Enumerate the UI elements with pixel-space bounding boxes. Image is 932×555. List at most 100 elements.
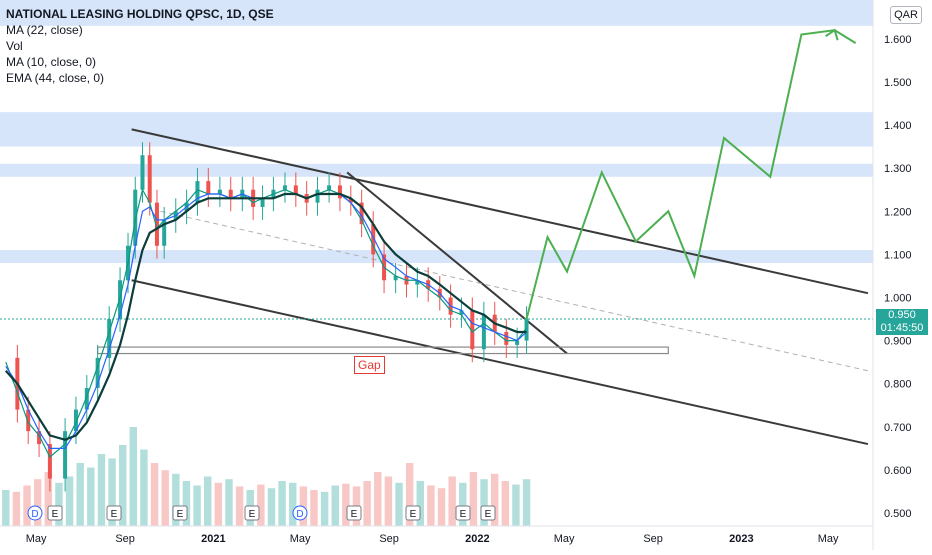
volume-bar [278,481,286,526]
candle-body [195,181,200,203]
candle-body [371,224,376,255]
candle-body [260,198,265,207]
volume-bar [469,472,478,526]
candle-body [47,444,52,479]
resistance-zone-2 [0,163,873,177]
earnings-marker [480,505,496,521]
volume-bar [310,490,318,526]
y-tick-label: 1.100 [884,249,912,261]
volume-bar [480,479,488,526]
candle-body [206,181,211,195]
y-tick-label: 0.900 [884,336,912,348]
earnings-marker-label: E [177,509,184,520]
y-tick-label: 0.600 [884,465,912,477]
earnings-marker-label: E [410,509,417,520]
projection-path [525,29,857,320]
chart-legend: NATIONAL LEASING HOLDING QPSC, 1D, QSE M… [6,6,274,86]
x-tick-label: 2021 [201,533,225,545]
projection-arrowhead [825,28,839,41]
earnings-marker-label: E [485,509,492,520]
candle-body [359,202,364,225]
candle-body [154,202,159,246]
volume-bar [363,481,371,526]
volume-bar [203,476,212,526]
volume-bar [23,485,31,526]
y-tick-label: 0.700 [884,422,912,434]
ma22-line [5,193,527,449]
volume-bar [374,472,382,526]
volume-bar [267,488,276,526]
volume-bar [405,463,414,526]
candle-body [107,319,112,358]
x-tick-label: 2023 [729,533,753,545]
volume-bar [384,476,393,526]
dividend-marker-label: D [296,509,303,520]
candle-body [315,189,320,203]
volume-bar [331,485,339,526]
y-tick-label: 1.300 [884,163,912,175]
candle-body [73,409,78,432]
volume-bar [129,427,138,526]
candle-body [348,198,353,203]
volume-bar [161,470,169,526]
candle-body [140,155,145,190]
x-tick-label: 2022 [465,533,489,545]
candle-body [147,155,152,203]
candle-body [504,331,509,345]
earnings-marker [455,505,471,521]
earnings-marker [47,505,63,521]
candle-body [63,431,68,479]
x-tick-label: May [290,533,311,545]
y-tick-label: 1.000 [884,292,912,304]
volume-bar [427,485,435,526]
candle-body [393,275,398,281]
candle-body [481,314,486,350]
earnings-marker-label: E [52,509,59,520]
volume-bar [522,479,531,526]
gap-label: Gap [354,356,385,374]
trendline-2 [346,171,568,355]
earnings-marker [106,505,122,521]
volume-bar [172,473,180,526]
resistance-zone-0 [0,0,873,26]
resistance-zone-3 [0,250,873,263]
volume-bar [257,484,265,526]
candle-body [327,185,332,190]
volume-bar [342,483,350,526]
volume-bar [501,481,510,526]
x-tick-label: Sep [115,533,135,545]
volume-bar [289,482,297,526]
legend-item-ma22[interactable]: MA (22, close) [6,23,83,37]
candle-body [37,431,42,445]
volume-bar [87,467,95,526]
volume-bar [416,481,424,526]
chart-title: NATIONAL LEASING HOLDING QPSC, 1D, QSE [6,7,274,21]
volume-bar [55,482,63,526]
volume-bar [320,491,329,526]
trendline-1 [131,279,869,446]
volume-bar [225,479,233,526]
candle-body [524,319,529,341]
gap-box [97,346,669,355]
currency-button[interactable]: QAR [890,6,922,24]
y-tick-label: 1.200 [884,206,912,218]
x-tick-label: May [554,533,575,545]
trendline-0 [131,128,869,295]
y-tick-label: 1.400 [884,120,912,132]
candle-body [162,219,167,246]
volume-bar [65,476,74,526]
volume-bar [459,482,467,526]
earnings-marker-label: E [351,509,358,520]
volume-bar [193,485,201,526]
volume-bar [214,482,223,526]
candle-body [217,189,222,195]
y-tick-label: 0.800 [884,379,912,391]
candle-body [337,185,342,199]
legend-item-ma10[interactable]: MA (10, close, 0) [6,55,97,69]
volume-bar [2,490,10,526]
legend-item-volume[interactable]: Vol [6,39,23,53]
last-price-tag: 0.950 01:45:50 [876,309,928,335]
legend-item-ema44[interactable]: EMA (44, close, 0) [6,71,105,85]
earnings-marker [346,505,362,521]
